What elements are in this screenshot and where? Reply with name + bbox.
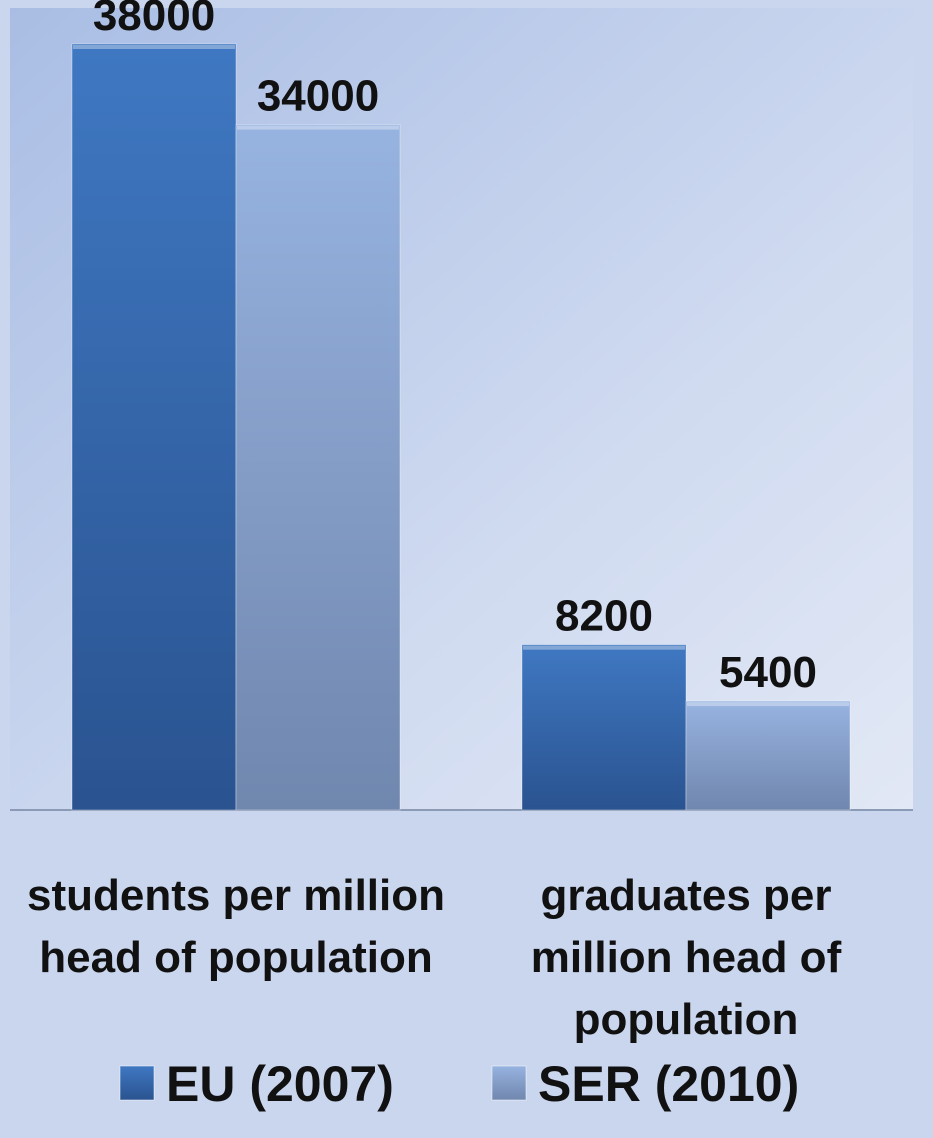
bar-ser-0 — [235, 124, 401, 811]
bar-top-highlight — [687, 702, 849, 707]
legend-label-1: SER (2010) — [538, 1056, 799, 1112]
data-label: 8200 — [555, 592, 653, 641]
category-label: million head of — [531, 933, 842, 982]
legend-label-0: EU (2007) — [166, 1056, 394, 1112]
data-label: 5400 — [719, 648, 817, 697]
category-label: graduates per — [541, 871, 832, 920]
legend-swatch-0 — [119, 1065, 155, 1101]
legend: EU (2007) SER (2010) — [119, 1056, 799, 1112]
data-label: 38000 — [93, 0, 215, 40]
category-label: head of population — [39, 933, 433, 982]
bar-top-highlight — [237, 125, 399, 130]
value-labels-layer: 38000 34000 8200 5400 — [93, 0, 817, 697]
bar-top-highlight — [523, 645, 685, 650]
category-labels-layer: students per million head of population gr… — [27, 871, 842, 1044]
category-label: students per million — [27, 871, 445, 920]
bar-eu-1 — [521, 644, 687, 811]
legend-swatch-1 — [491, 1065, 527, 1101]
bar-ser-1 — [685, 700, 851, 811]
data-label: 34000 — [257, 72, 379, 121]
category-label: population — [574, 995, 799, 1044]
bar-eu-0 — [71, 43, 237, 811]
bar-top-highlight — [73, 45, 235, 49]
bars-layer — [71, 43, 851, 811]
